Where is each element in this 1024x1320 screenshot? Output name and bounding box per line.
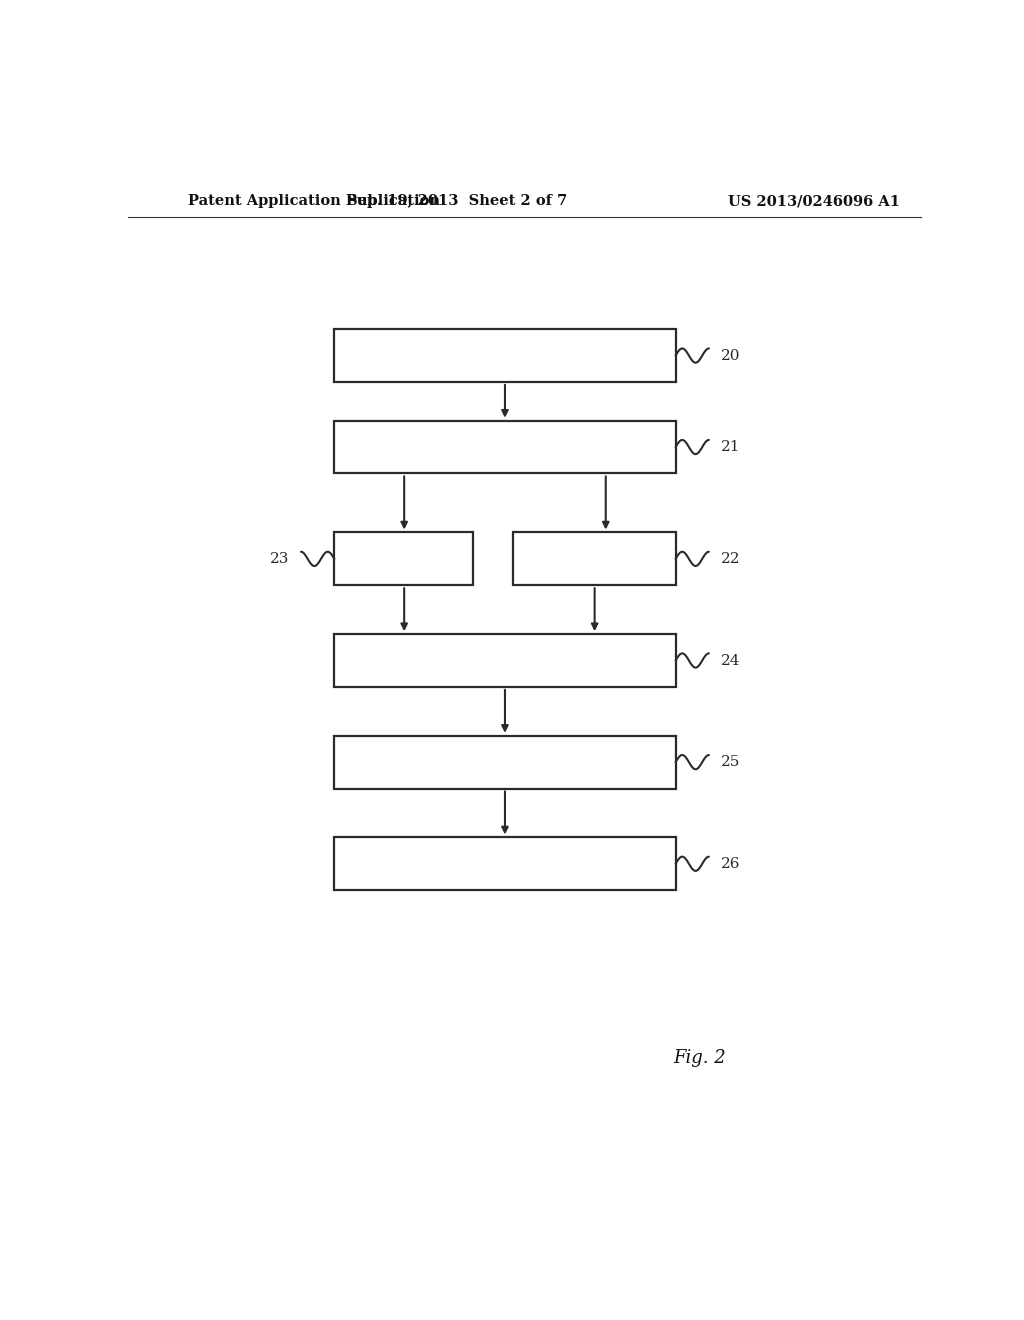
Bar [334, 329, 676, 381]
Bar [513, 532, 676, 585]
Text: 24: 24 [721, 653, 740, 668]
Text: US 2013/0246096 A1: US 2013/0246096 A1 [728, 194, 900, 209]
Text: 21: 21 [721, 440, 740, 454]
Text: 26: 26 [721, 857, 740, 871]
Text: 20: 20 [721, 348, 740, 363]
Text: Fig. 2: Fig. 2 [673, 1049, 726, 1067]
Text: 23: 23 [269, 552, 289, 566]
Text: Sep. 19, 2013  Sheet 2 of 7: Sep. 19, 2013 Sheet 2 of 7 [347, 194, 567, 209]
Bar [334, 735, 676, 788]
Bar [334, 634, 676, 686]
Bar [334, 532, 473, 585]
Bar [334, 421, 676, 474]
Text: 25: 25 [721, 755, 740, 770]
Text: 22: 22 [721, 552, 740, 566]
Text: Patent Application Publication: Patent Application Publication [187, 194, 439, 209]
Bar [334, 837, 676, 890]
